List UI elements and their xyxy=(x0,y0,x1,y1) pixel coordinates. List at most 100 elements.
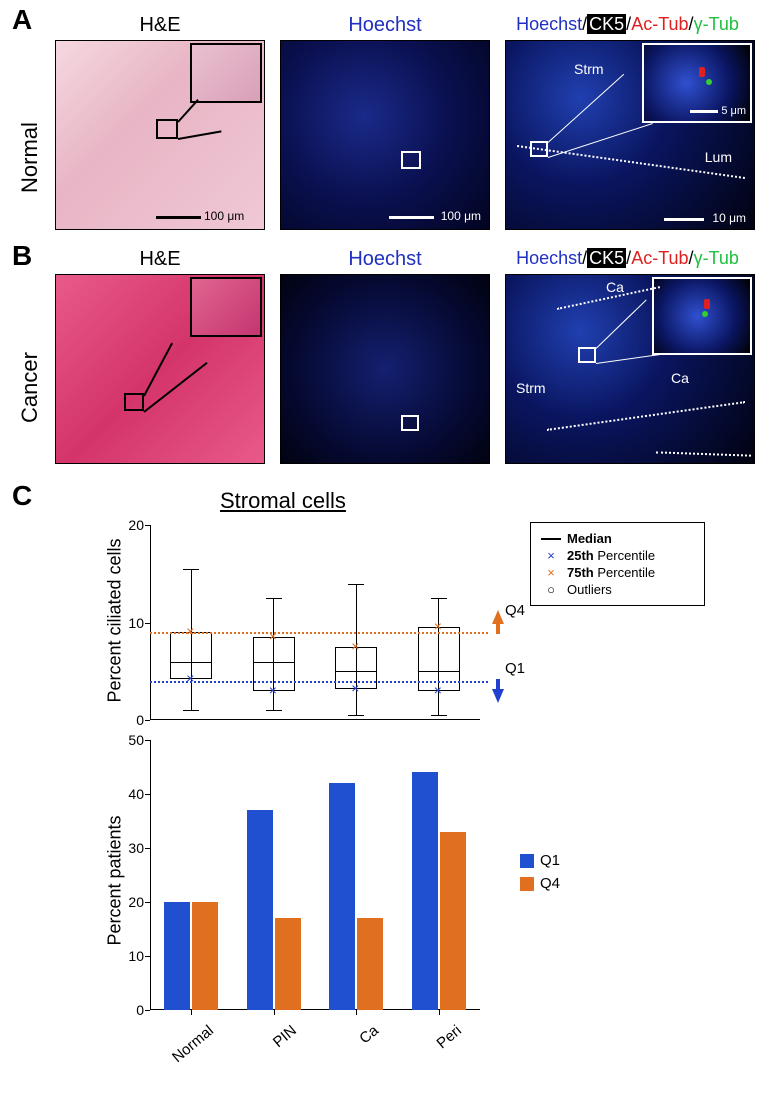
box-ytick-label: 0 xyxy=(118,712,144,728)
bar-ytick xyxy=(145,794,150,795)
col-header-hoechst-b: Hoechst xyxy=(280,248,490,271)
box-ytick-label: 20 xyxy=(118,517,144,533)
legend-p25: ×25th Percentile xyxy=(541,548,694,563)
merge-ck5-b: CK5 xyxy=(587,248,626,268)
q4-line xyxy=(150,632,488,634)
boxplot-chart: 01020×××××××× xyxy=(150,525,480,720)
bar-ytick-label: 50 xyxy=(118,732,144,748)
scalebar-he-normal xyxy=(156,216,201,219)
chart-c-title: Stromal cells xyxy=(220,488,346,514)
box-cap xyxy=(431,598,447,599)
overlay-strm-cancer: Strm xyxy=(516,380,546,396)
bar-q4 xyxy=(440,832,466,1010)
box-cap xyxy=(183,710,199,711)
roi-he-cancer xyxy=(124,393,144,411)
category-label: Ca xyxy=(325,1022,382,1074)
box-cap xyxy=(431,715,447,716)
panel-letter-c: C xyxy=(12,480,32,512)
box-p75-mark: × xyxy=(186,624,194,638)
image-merge-cancer: Ca Strm Ca xyxy=(505,274,755,464)
q4-label: Q4 xyxy=(505,602,525,619)
bar-q4 xyxy=(192,902,218,1010)
box-cap xyxy=(183,569,199,570)
legend-outliers: ○Outliers xyxy=(541,582,694,597)
bar-xtick xyxy=(191,1010,192,1015)
image-he-normal: 100 μm xyxy=(55,40,265,230)
box-cap xyxy=(266,598,282,599)
inset-he-cancer xyxy=(190,277,262,337)
call-merge-c2 xyxy=(596,353,667,364)
bar-q1 xyxy=(412,772,438,1010)
bar-ytick xyxy=(145,848,150,849)
bar-q4 xyxy=(357,918,383,1010)
inset-merge-normal: 5 μm xyxy=(642,43,752,123)
box-median xyxy=(418,671,460,672)
scalebar-hoechst-normal-label: 100 μm xyxy=(441,209,481,223)
bar-ytick xyxy=(145,1010,150,1011)
box-median xyxy=(335,671,377,672)
cilia-red-n xyxy=(699,67,705,77)
box-cap xyxy=(266,710,282,711)
scalebar-he-normal-label: 100 μm xyxy=(204,209,244,223)
merge-gtub-a: γ-Tub xyxy=(694,14,739,34)
merge-ck5-a: CK5 xyxy=(587,14,626,34)
category-label: Normal xyxy=(160,1022,217,1074)
col-header-he-a: H&E xyxy=(55,14,265,37)
bar-q4 xyxy=(275,918,301,1010)
overlay-lum-normal: Lum xyxy=(705,149,732,165)
image-he-cancer xyxy=(55,274,265,464)
roi-hoechst-normal xyxy=(401,151,421,169)
bar-xtick xyxy=(274,1010,275,1015)
cilia-green-n xyxy=(706,79,712,85)
dotted-cancer-2 xyxy=(547,401,745,431)
bar-xtick xyxy=(356,1010,357,1015)
box-ytick xyxy=(145,623,150,624)
scalebar-hoechst-normal xyxy=(389,216,434,219)
box-p75-mark: × xyxy=(269,629,277,643)
bar-ytick xyxy=(145,740,150,741)
bar-q1 xyxy=(329,783,355,1010)
bar-ytick-label: 20 xyxy=(118,894,144,910)
q4-arrow xyxy=(492,610,504,624)
bar-q1 xyxy=(247,810,273,1010)
call-line-he-c1 xyxy=(143,343,173,397)
bar-ytick xyxy=(145,902,150,903)
box-p25-mark: × xyxy=(434,683,442,697)
legend-median: Median xyxy=(541,531,694,546)
box-p25-mark: × xyxy=(269,683,277,697)
box-cap xyxy=(348,715,364,716)
scalebar-merge-normal xyxy=(664,218,704,221)
scalebar-inset-normal xyxy=(690,110,718,113)
roi-merge-cancer xyxy=(578,347,596,363)
boxplot-yaxis xyxy=(150,525,151,720)
bar-q1 xyxy=(164,902,190,1010)
boxplot-xaxis xyxy=(150,719,480,720)
bar-ytick-label: 0 xyxy=(118,1002,144,1018)
box-ytick-label: 10 xyxy=(118,615,144,631)
bar-ytick-label: 40 xyxy=(118,786,144,802)
dotted-cancer-3 xyxy=(656,451,751,456)
panel-letter-b: B xyxy=(12,240,32,272)
merge-actub-a: Ac-Tub xyxy=(631,14,688,34)
image-hoechst-cancer xyxy=(280,274,490,464)
call-line-he-n2 xyxy=(178,130,222,140)
boxplot-legend: Median ×25th Percentile ×75th Percentile… xyxy=(530,522,705,606)
overlay-strm-normal: Strm xyxy=(574,61,604,77)
call-line-he-c2 xyxy=(143,362,207,413)
overlay-ca-top: Ca xyxy=(606,279,624,295)
bar-xtick xyxy=(439,1010,440,1015)
roi-hoechst-cancer xyxy=(401,415,419,431)
merge-hoechst-a: Hoechst xyxy=(516,14,582,34)
cilia-green-c xyxy=(702,311,708,317)
merge-actub-b: Ac-Tub xyxy=(631,248,688,268)
inset-he-normal xyxy=(190,43,262,103)
bar-legend-q4: Q4 xyxy=(520,875,560,892)
barplot-chart: 01020304050NormalPINCaPeri xyxy=(150,740,480,1010)
category-label: PIN xyxy=(243,1022,300,1074)
call-line-he-n1 xyxy=(177,99,199,123)
q4-arrow-stem xyxy=(496,624,500,634)
merge-gtub-b: γ-Tub xyxy=(694,248,739,268)
call-merge-c1 xyxy=(596,300,647,349)
col-header-merge-a: Hoechst/CK5/Ac-Tub/γ-Tub xyxy=(500,14,755,35)
bar-legend-q1: Q1 xyxy=(520,852,560,869)
